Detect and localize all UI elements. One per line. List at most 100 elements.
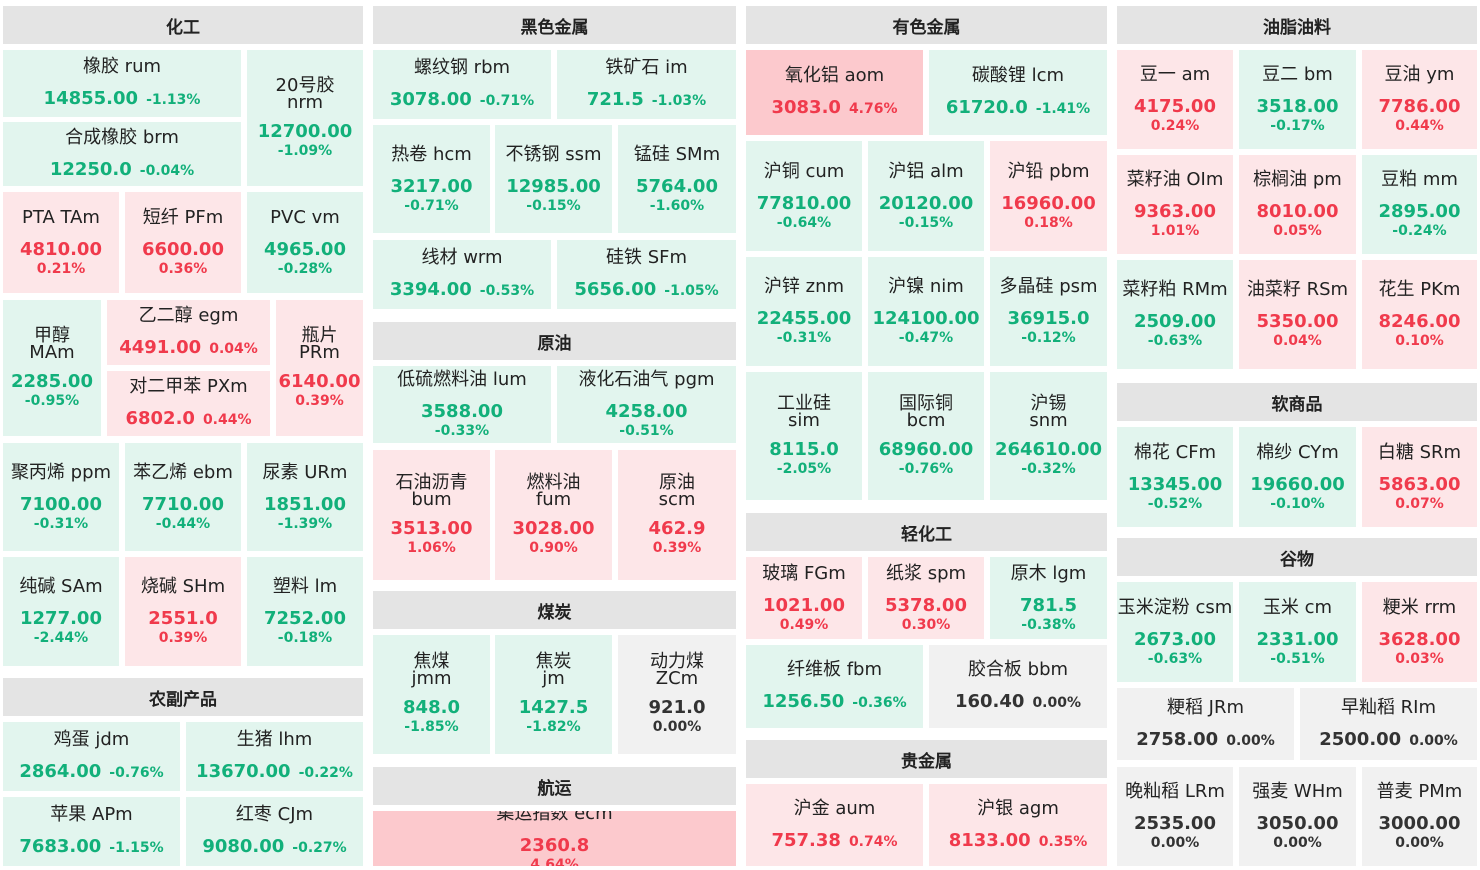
- last-price: 5350.00: [1256, 311, 1339, 332]
- quote-tile[interactable]: 沪铅 pbm 16960.00 0.18%: [990, 141, 1107, 251]
- quote-tile[interactable]: 聚丙烯 ppm 7100.00 -0.31%: [3, 443, 119, 551]
- quote-tile[interactable]: 苯乙烯 ebm 7710.00 -0.44%: [125, 443, 241, 551]
- quote-tile[interactable]: 沪镍 nim 124100.00 -0.47%: [868, 257, 984, 366]
- quote-tile[interactable]: 橡胶 rum 14855.00 -1.13%: [3, 50, 241, 117]
- quote-tile[interactable]: 纸浆 spm 5378.00 0.30%: [868, 557, 984, 639]
- quote-tile[interactable]: 多晶硅 psm 36915.0 -0.12%: [990, 257, 1107, 366]
- quote-tile[interactable]: 线材 wrm 3394.00 -0.53%: [373, 240, 551, 309]
- quote-tile[interactable]: 豆一 am 4175.00 0.24%: [1117, 50, 1233, 149]
- quote-tile[interactable]: 沪铜 cum 77810.00 -0.64%: [746, 141, 862, 251]
- quote-tile[interactable]: 玉米 cm 2331.00 -0.51%: [1239, 582, 1356, 682]
- quote-tile[interactable]: 苹果 APm 7683.00 -1.15%: [3, 797, 180, 866]
- instrument-label: 白糖 SRm: [1378, 442, 1461, 464]
- quote-tile[interactable]: 焦炭 jm 1427.5 -1.82%: [495, 635, 612, 754]
- quote-tile[interactable]: 沪金 aum 757.38 0.74%: [746, 784, 923, 866]
- quote-tile[interactable]: 不锈钢 ssm 12985.00 -0.15%: [495, 125, 612, 233]
- last-price: 3050.00: [1256, 813, 1339, 834]
- quote-tile[interactable]: 低硫燃料油 lum 3588.00 -0.33%: [373, 366, 551, 443]
- quote-tile[interactable]: 油菜籽 RSm 5350.00 0.04%: [1239, 260, 1356, 369]
- quote-tile[interactable]: 强麦 WHm 3050.00 0.00%: [1239, 767, 1356, 866]
- quote-tile[interactable]: 对二甲苯 PXm 6802.0 0.44%: [107, 371, 270, 436]
- quote-tile[interactable]: 焦煤 jmm 848.0 -1.85%: [373, 635, 490, 754]
- quote-tile[interactable]: 纤维板 fbm 1256.50 -0.36%: [746, 645, 923, 728]
- price-row: 7683.00 -1.15%: [19, 836, 163, 859]
- quote-tile[interactable]: 豆油 ym 7786.00 0.44%: [1362, 50, 1477, 149]
- quote-tile[interactable]: 塑料 lm 7252.00 -0.18%: [247, 557, 363, 666]
- quote-tile[interactable]: 花生 PKm 8246.00 0.10%: [1362, 260, 1477, 369]
- quote-tile[interactable]: 早籼稻 RIm 2500.00 0.00%: [1300, 688, 1477, 760]
- quote-tile[interactable]: 工业硅 sim 8115.0 -2.05%: [746, 372, 862, 500]
- quote-tile[interactable]: 生猪 lhm 13670.00 -0.22%: [186, 722, 363, 791]
- change-percent: -0.44%: [155, 515, 211, 532]
- quote-tile[interactable]: PTA TAm 4810.00 0.21%: [3, 192, 119, 293]
- quote-tile[interactable]: 沪银 agm 8133.00 0.35%: [929, 784, 1107, 866]
- change-percent: -1.39%: [277, 515, 333, 532]
- quote-tile[interactable]: 尿素 URm 1851.00 -1.39%: [247, 443, 363, 551]
- quote-tile[interactable]: 普麦 PMm 3000.00 0.00%: [1362, 767, 1477, 866]
- instrument-label: 苯乙烯 ebm: [133, 462, 233, 484]
- quote-tile[interactable]: PVC vm 4965.00 -0.28%: [247, 192, 363, 293]
- quote-tile[interactable]: 玉米淀粉 csm 2673.00 -0.63%: [1117, 582, 1233, 682]
- instrument-label: 豆一 am: [1140, 64, 1210, 86]
- quote-tile[interactable]: 粳米 rrm 3628.00 0.03%: [1362, 582, 1477, 682]
- quote-tile[interactable]: 晚籼稻 LRm 2535.00 0.00%: [1117, 767, 1233, 866]
- quote-tile[interactable]: 胶合板 bbm 160.40 0.00%: [929, 645, 1107, 728]
- quote-tile[interactable]: 鸡蛋 jdm 2864.00 -0.76%: [3, 722, 180, 791]
- quote-tile[interactable]: 动力煤 ZCm 921.0 0.00%: [618, 635, 736, 754]
- quote-tile[interactable]: 粳稻 JRm 2758.00 0.00%: [1117, 688, 1294, 760]
- last-price: 2285.00: [11, 370, 93, 392]
- change-percent: 0.04%: [209, 341, 258, 357]
- instrument-name: 瓶片: [301, 324, 338, 346]
- instrument-name: 原油: [659, 471, 695, 493]
- quote-tile[interactable]: 热卷 hcm 3217.00 -0.71%: [373, 125, 490, 233]
- quote-tile[interactable]: 乙二醇 egm 4491.00 0.04%: [107, 300, 270, 365]
- quote-tile[interactable]: 红枣 CJm 9080.00 -0.27%: [186, 797, 363, 866]
- last-price: 68960.00: [878, 438, 974, 460]
- quote-tile[interactable]: 菜籽粕 RMm 2509.00 -0.63%: [1117, 260, 1233, 369]
- quote-tile[interactable]: 瓶片 PRm 6140.00 0.39%: [276, 300, 363, 436]
- change-percent: -0.71%: [479, 93, 535, 109]
- instrument-name: 沪银 agm: [977, 797, 1059, 819]
- instrument-name: 沪铜 cum: [763, 160, 845, 182]
- quote-tile[interactable]: 甲醇 MAm 2285.00 -0.95%: [3, 300, 101, 436]
- instrument-name: 苯乙烯 ebm: [133, 461, 233, 483]
- quote-tile[interactable]: 沪铝 alm 20120.00 -0.15%: [868, 141, 984, 251]
- quote-tile[interactable]: 棕榈油 pm 8010.00 0.05%: [1239, 155, 1356, 254]
- quote-tile[interactable]: 玻璃 FGm 1021.00 0.49%: [746, 557, 862, 639]
- instrument-label: 豆油 ym: [1385, 64, 1455, 86]
- last-price: 7100.00: [20, 493, 102, 515]
- quote-tile[interactable]: 豆二 bm 3518.00 -0.17%: [1239, 50, 1356, 149]
- instrument-label: 沪金 aum: [794, 798, 876, 820]
- last-price: 9363.00: [1134, 201, 1216, 222]
- quote-tile[interactable]: 棉纱 CYm 19660.00 -0.10%: [1239, 427, 1356, 527]
- quote-tile[interactable]: 铁矿石 im 721.5 -1.03%: [557, 50, 736, 119]
- quote-tile[interactable]: 纯碱 SAm 1277.00 -2.44%: [3, 557, 119, 666]
- quote-tile[interactable]: 氧化铝 aom 3083.0 4.76%: [746, 50, 923, 135]
- quote-tile[interactable]: 集运指数 ecm 2360.8 4.64%: [373, 811, 736, 866]
- quote-tile[interactable]: 短纤 PFm 6600.00 0.36%: [125, 192, 241, 293]
- quote-tile[interactable]: 燃料油 fum 3028.00 0.90%: [495, 450, 612, 580]
- quote-tile[interactable]: 国际铜 bcm 68960.00 -0.76%: [868, 372, 984, 500]
- quote-tile[interactable]: 菜籽油 OIm 9363.00 1.01%: [1117, 155, 1233, 254]
- quote-tile[interactable]: 沪锡 snm 264610.00 -0.32%: [990, 372, 1107, 500]
- quote-tile[interactable]: 棉花 CFm 13345.00 -0.52%: [1117, 427, 1233, 527]
- last-price: 4175.00: [1134, 96, 1216, 117]
- quote-tile[interactable]: 硅铁 SFm 5656.00 -1.05%: [557, 240, 736, 309]
- instrument-name: 沪镍 nim: [888, 276, 964, 297]
- quote-tile[interactable]: 烧碱 SHm 2551.0 0.39%: [125, 557, 241, 666]
- quote-tile[interactable]: 豆粕 mm 2895.00 -0.24%: [1362, 155, 1477, 254]
- quote-tile[interactable]: 碳酸锂 lcm 61720.0 -1.41%: [929, 50, 1107, 135]
- quote-tile[interactable]: 20号胶 nrm 12700.00 -1.09%: [247, 50, 363, 186]
- quote-tile[interactable]: 锰硅 SMm 5764.00 -1.60%: [618, 125, 736, 233]
- quote-tile[interactable]: 石油沥青 bum 3513.00 1.06%: [373, 450, 490, 580]
- quote-tile[interactable]: 沪锌 znm 22455.00 -0.31%: [746, 257, 862, 366]
- quote-tile[interactable]: 液化石油气 pgm 4258.00 -0.51%: [557, 366, 736, 443]
- quote-tile[interactable]: 原油 scm 462.9 0.39%: [618, 450, 736, 580]
- quote-tile[interactable]: 白糖 SRm 5863.00 0.07%: [1362, 427, 1477, 527]
- quote-tile[interactable]: 合成橡胶 brm 12250.0 -0.04%: [3, 122, 241, 186]
- change-percent: 0.18%: [1024, 214, 1073, 231]
- quote-tile[interactable]: 原木 lgm 781.5 -0.38%: [990, 557, 1107, 639]
- change-percent: 0.30%: [901, 616, 951, 633]
- quote-tile[interactable]: 螺纹钢 rbm 3078.00 -0.71%: [373, 50, 551, 119]
- instrument-label: 玉米淀粉 csm: [1118, 597, 1233, 619]
